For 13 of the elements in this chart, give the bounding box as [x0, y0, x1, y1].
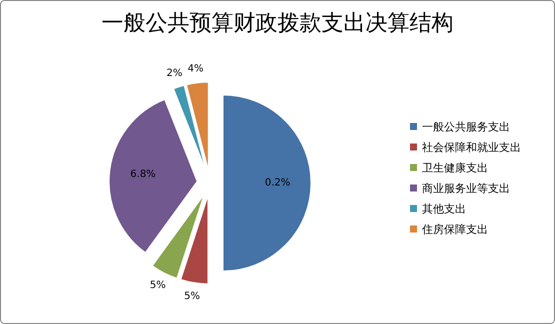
legend-label: 社会保障和就业支出: [422, 141, 521, 154]
text: 2%: [166, 68, 182, 80]
legend-label: 其他支出: [422, 202, 466, 216]
legend-label: 商业服务业等支出: [422, 182, 510, 195]
legend-label: 卫生健康支出: [422, 162, 488, 174]
legend-label: 一般公共服务支出: [422, 120, 510, 134]
text: 6.8%: [130, 169, 156, 180]
chart-title: 一般公共预算财政拨款支出决算结构: [102, 11, 454, 36]
text: 4%: [188, 63, 204, 74]
text: 0.2%: [264, 178, 290, 188]
legend-label: 住房保障支出: [422, 223, 488, 236]
text: 5%: [150, 280, 166, 291]
text: 5%: [184, 291, 200, 302]
